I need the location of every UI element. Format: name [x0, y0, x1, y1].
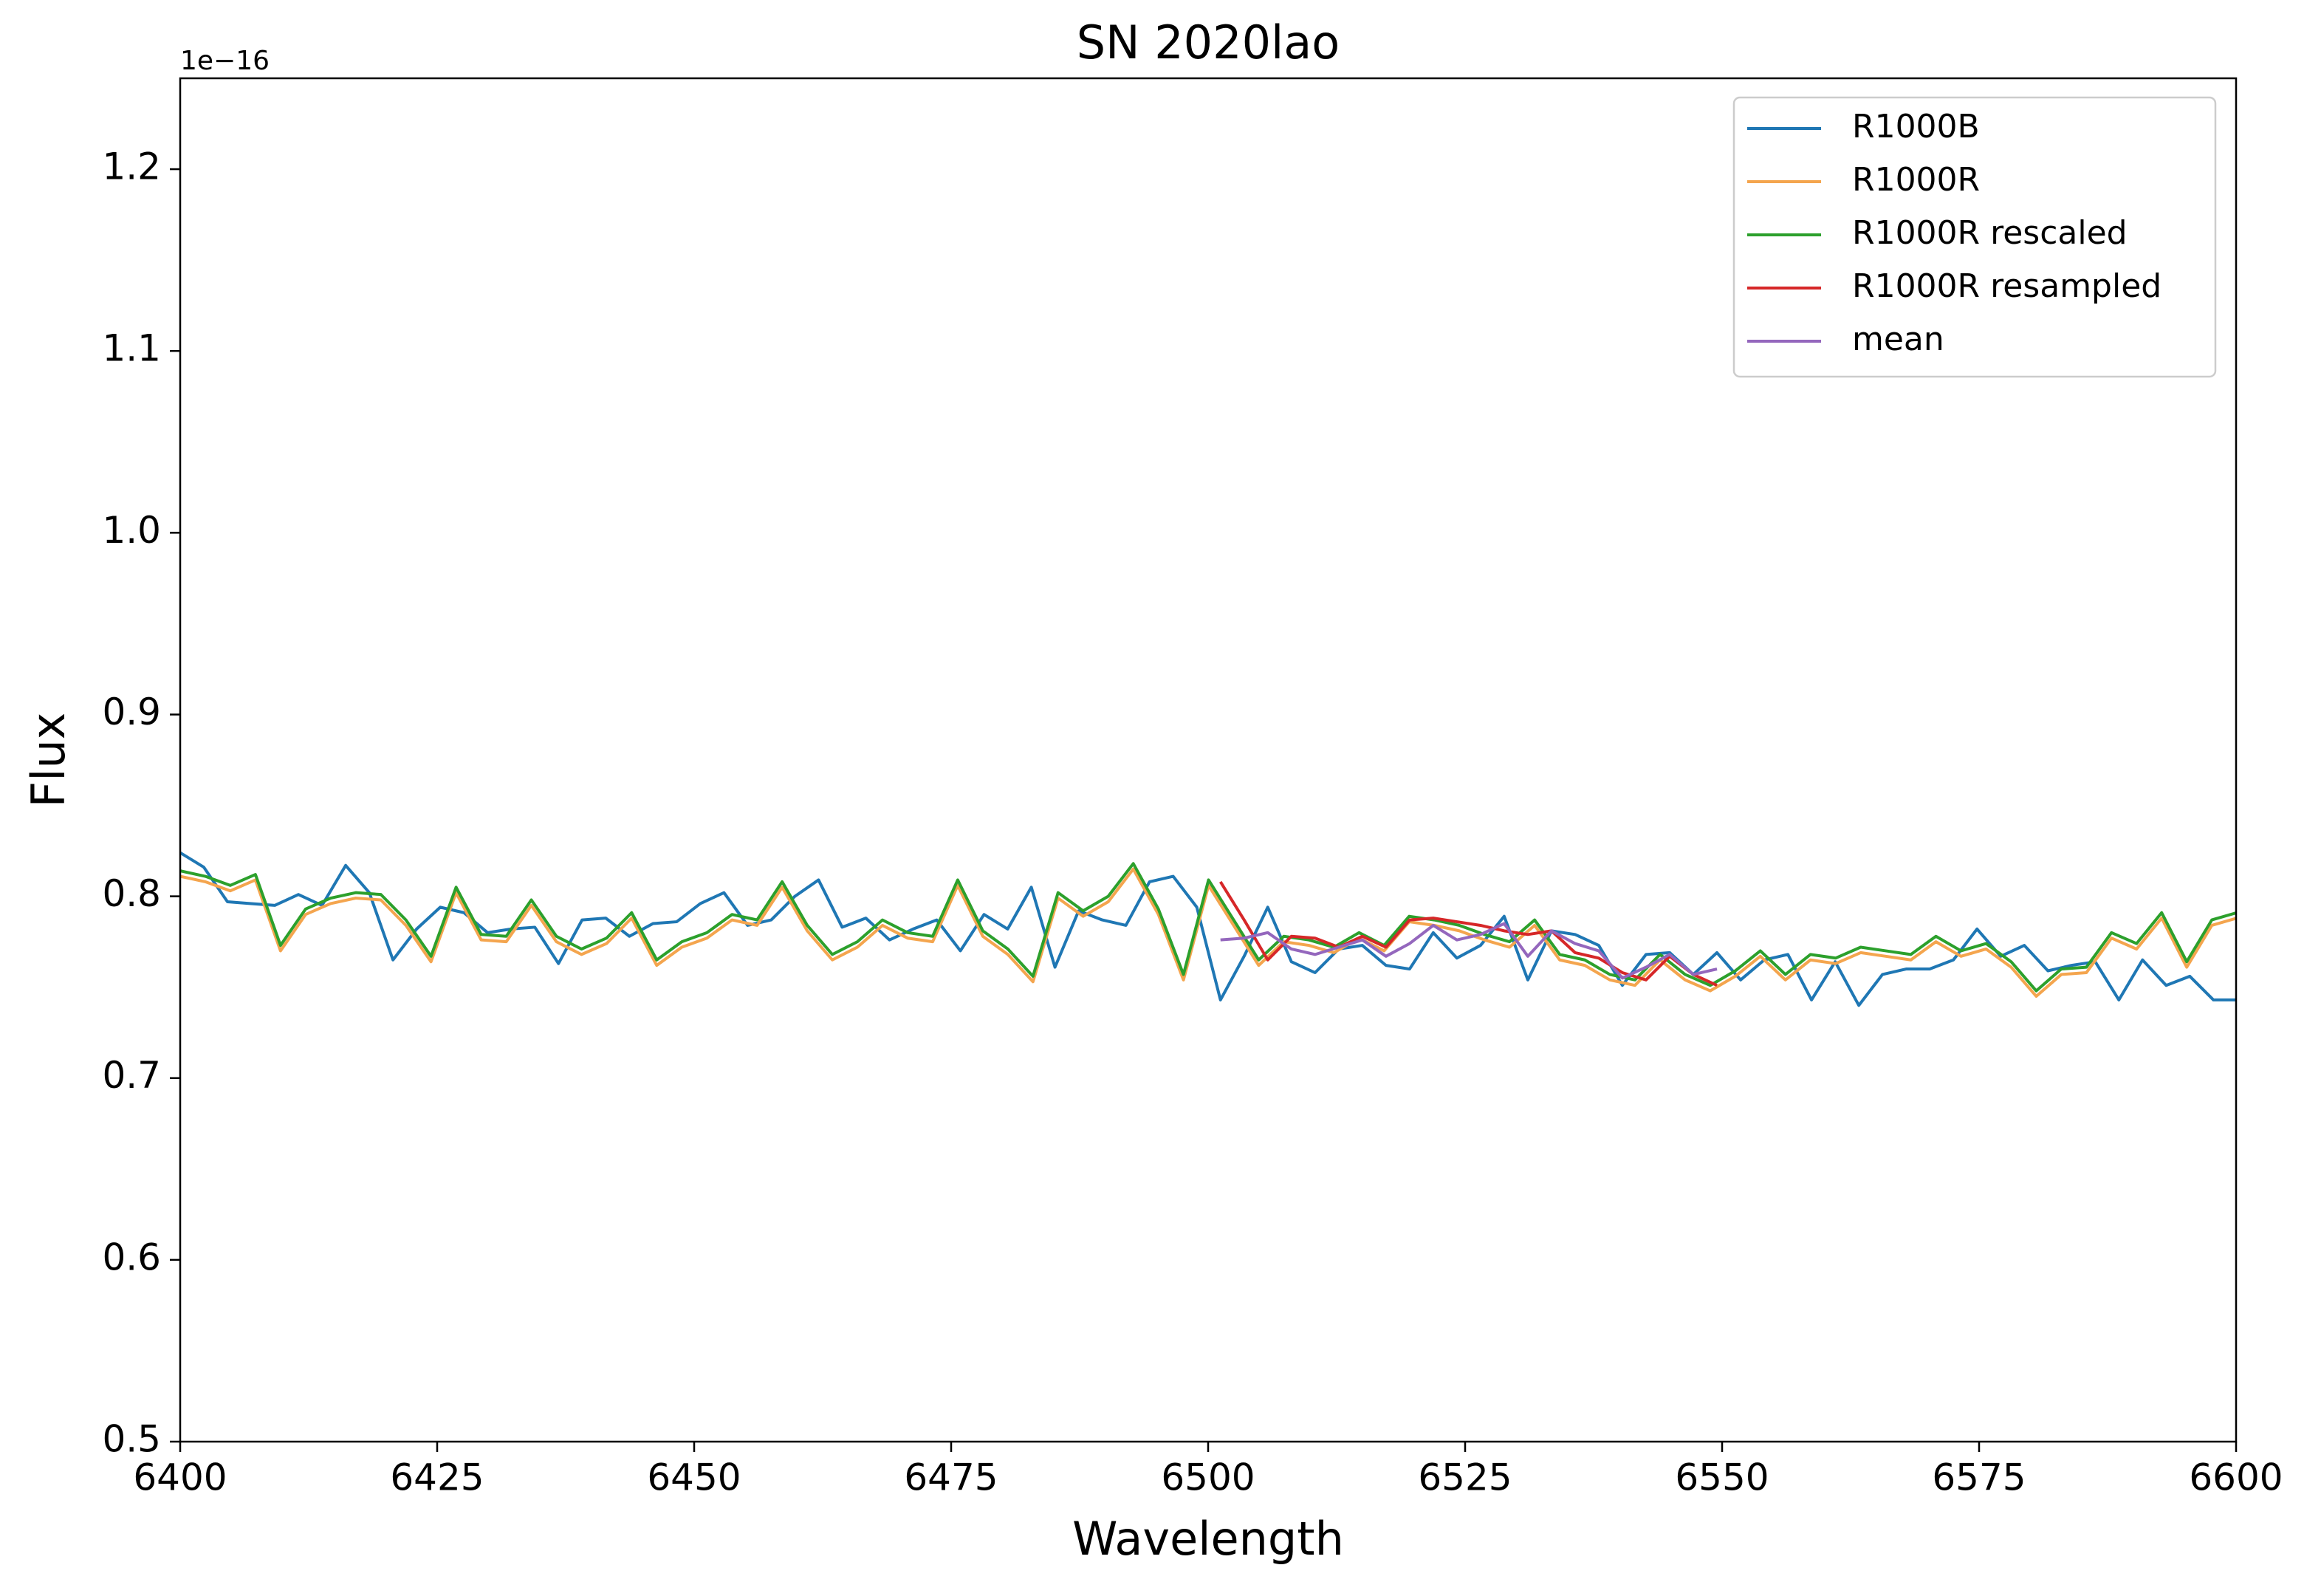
y-tick-label: 0.9 — [102, 691, 161, 733]
legend: R1000B R1000R R1000R rescaled R1000R resamp… — [1732, 96, 2217, 378]
legend-label: mean — [1852, 321, 1944, 358]
x-tick-label: 6550 — [1675, 1456, 1769, 1499]
plot-lines — [180, 851, 2236, 1007]
y-tick-label: 0.8 — [102, 872, 161, 915]
legend-box — [1732, 96, 2217, 378]
y-offset-label: 1e−16 — [180, 46, 270, 76]
chart-title: SN 2020lao — [1077, 16, 1340, 69]
x-tick-label: 6450 — [647, 1456, 741, 1499]
legend-label: R1000R — [1852, 161, 1980, 199]
series-line — [1218, 880, 1718, 987]
legend-label: R1000B — [1852, 108, 1980, 145]
y-tick-label: 1.0 — [102, 509, 161, 552]
x-tick-label: 6400 — [133, 1456, 227, 1499]
x-tick-label: 6575 — [1932, 1456, 2026, 1499]
legend-label: R1000R rescaled — [1852, 214, 2128, 252]
y-tick-label: 0.5 — [102, 1418, 161, 1461]
x-tick-label: 6600 — [2189, 1456, 2283, 1499]
y-tick-label: 0.6 — [102, 1236, 161, 1278]
series-line — [1220, 922, 1718, 980]
y-axis-label: Flux — [21, 713, 75, 808]
series-line — [180, 862, 2236, 993]
legend-label: R1000R resampled — [1852, 267, 2161, 305]
x-tick-label: 6525 — [1418, 1456, 1512, 1499]
x-tick-label: 6500 — [1161, 1456, 1255, 1499]
y-tick-label: 1.2 — [102, 145, 161, 188]
x-tick-label: 6425 — [390, 1456, 484, 1499]
y-tick-label: 1.1 — [102, 327, 161, 370]
series-line — [180, 851, 2236, 1007]
x-tick-label: 6475 — [904, 1456, 998, 1499]
x-axis-label: Wavelength — [1072, 1512, 1344, 1566]
y-tick-label: 0.7 — [102, 1054, 161, 1097]
